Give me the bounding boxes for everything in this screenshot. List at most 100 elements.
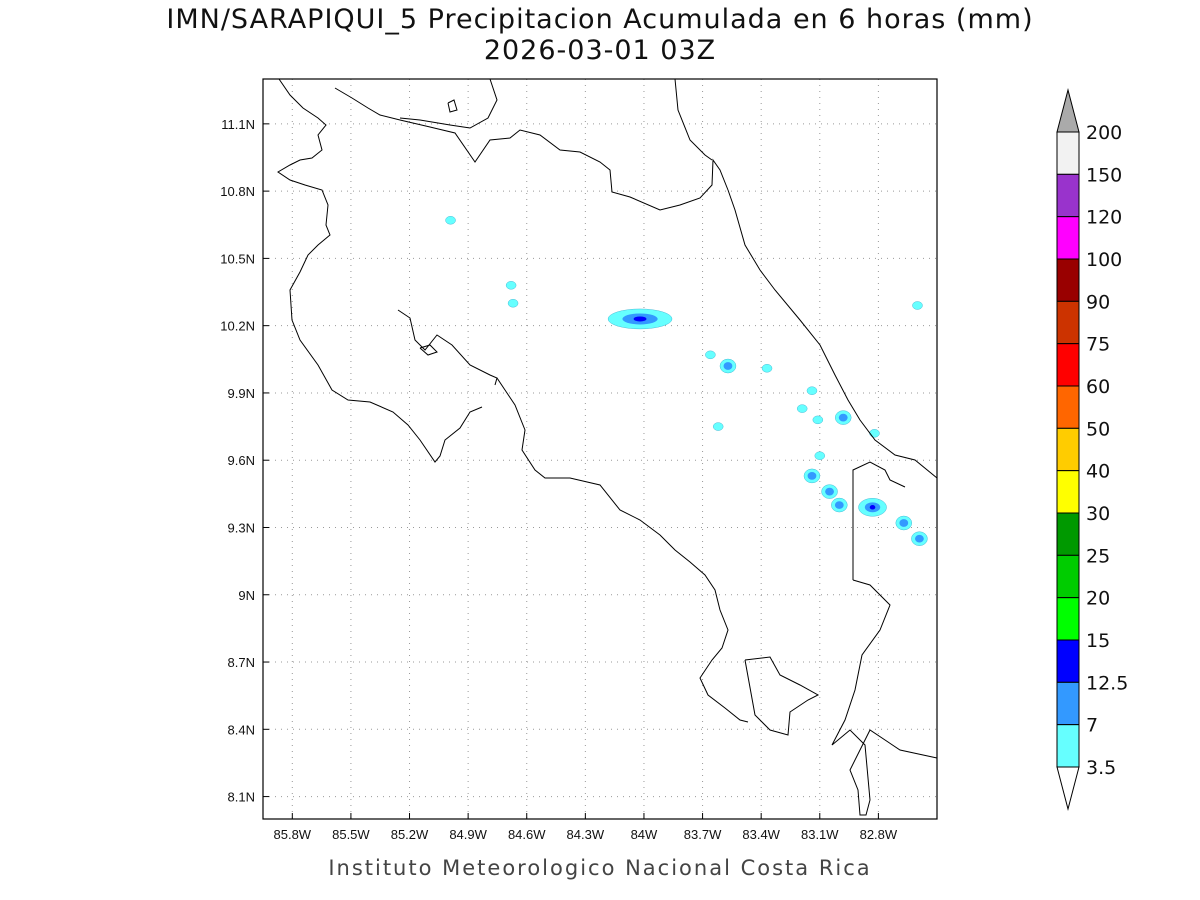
precip-cell bbox=[911, 531, 928, 546]
lat-tick-label: 8.7N bbox=[228, 655, 255, 670]
osa-peninsula bbox=[744, 656, 820, 736]
colorbar-swatch bbox=[1056, 470, 1080, 514]
precip-cell bbox=[607, 308, 673, 330]
contour-7 bbox=[825, 487, 834, 496]
colorbar-label: 120 bbox=[1086, 207, 1122, 229]
contour-7 bbox=[899, 519, 909, 527]
colorbar-label: 100 bbox=[1086, 249, 1122, 271]
contour-7 bbox=[723, 362, 733, 370]
precip-cell bbox=[912, 301, 923, 310]
colorbar-swatch bbox=[1056, 131, 1080, 175]
gulf-of-nicoya-coast bbox=[397, 309, 498, 386]
colorbar-label: 50 bbox=[1086, 418, 1110, 440]
precip-cell bbox=[869, 429, 880, 438]
precip-cell bbox=[803, 468, 821, 484]
precip-cell bbox=[835, 410, 852, 425]
precip-cell bbox=[895, 515, 912, 531]
colorbar-swatch bbox=[1056, 427, 1080, 472]
colorbar-swatch bbox=[1056, 385, 1080, 429]
contour-3.5 bbox=[806, 386, 818, 395]
colorbar-label: 150 bbox=[1086, 164, 1122, 186]
colorbar-swatch bbox=[1056, 300, 1080, 345]
colorbar-swatch bbox=[1056, 724, 1080, 768]
colorbar-swatch bbox=[1056, 343, 1080, 387]
contour-3.5 bbox=[812, 415, 824, 425]
colorbar-swatch bbox=[1056, 216, 1080, 260]
lat-tick-label: 9.6N bbox=[228, 453, 255, 468]
contour-12.5 bbox=[633, 316, 647, 322]
nicaragua-caribbean-coast bbox=[674, 78, 713, 161]
nicaragua-border bbox=[334, 87, 729, 211]
panama-border bbox=[852, 461, 906, 580]
pacific-south-coast bbox=[496, 377, 749, 723]
footer-credit: Instituto Meteorologico Nacional Costa R… bbox=[328, 856, 872, 880]
colorbar-label: 40 bbox=[1086, 461, 1110, 483]
colorbar-swatch bbox=[1056, 512, 1080, 556]
contour-7 bbox=[834, 501, 844, 509]
precip-cell bbox=[719, 358, 737, 374]
precip-cell bbox=[507, 299, 519, 308]
colorbar-label: 25 bbox=[1086, 545, 1110, 567]
lat-tick-label: 10.5N bbox=[220, 251, 255, 266]
precip-cell bbox=[712, 422, 724, 431]
lon-tick-label: 83.4W bbox=[742, 827, 780, 842]
precip-cell bbox=[705, 350, 716, 360]
latitude-axis: 11.1N 10.8N 10.5N 10.2N 9.9N 9.6N 9.3N 9N 8.7N 8.… bbox=[220, 117, 269, 805]
lat-tick-label: 9.3N bbox=[228, 520, 255, 535]
lat-tick-label: 8.1N bbox=[228, 790, 255, 805]
contour-3.5 bbox=[705, 350, 716, 360]
precip-cell bbox=[806, 386, 818, 395]
colorbar-label: 75 bbox=[1086, 334, 1110, 356]
lon-tick-label: 83.1W bbox=[801, 827, 839, 842]
lat-tick-label: 8.4N bbox=[228, 722, 255, 737]
graticule bbox=[263, 79, 937, 819]
lat-tick-label: 9.9N bbox=[228, 386, 255, 401]
precip-cell bbox=[812, 415, 824, 425]
lon-tick-label: 84.9W bbox=[449, 827, 487, 842]
lat-tick-label: 11.1N bbox=[221, 117, 255, 132]
colorbar-swatch bbox=[1056, 173, 1080, 218]
map-subtitle: 2026-03-01 03Z bbox=[483, 35, 717, 66]
lat-tick-label: 10.8N bbox=[220, 184, 255, 199]
lon-tick-label: 83.7W bbox=[684, 827, 722, 842]
colorbar-label: 30 bbox=[1086, 503, 1110, 525]
contour-3.5 bbox=[507, 299, 519, 308]
precipitation-contours bbox=[445, 216, 928, 546]
precip-cell bbox=[814, 451, 825, 460]
colorbar-label: 3.5 bbox=[1086, 757, 1116, 779]
map-title: IMN/SARAPIQUI_5 Precipitacion Acumulada … bbox=[166, 4, 1034, 35]
colorbar-under-triangle bbox=[1056, 766, 1080, 811]
colorbar: 200 150 120 100 90 75 60 50 40 30 25 20 15 12.5 7 3.5 bbox=[1056, 88, 1128, 811]
lake-island bbox=[447, 99, 458, 113]
coastlines-borders bbox=[277, 78, 938, 816]
colorbar-label: 15 bbox=[1086, 630, 1110, 652]
lat-tick-label: 10.2N bbox=[220, 319, 255, 334]
nicoya-island bbox=[419, 344, 438, 356]
colorbar-swatch bbox=[1056, 681, 1080, 726]
contour-3.5 bbox=[712, 422, 724, 431]
precip-cell bbox=[831, 497, 848, 513]
colorbar-swatch bbox=[1056, 597, 1080, 641]
lon-tick-label: 82.8W bbox=[860, 827, 898, 842]
contour-3.5 bbox=[505, 281, 517, 290]
precip-cell bbox=[821, 484, 838, 499]
lon-tick-label: 85.2W bbox=[391, 827, 429, 842]
lake-nicaragua-shore bbox=[399, 78, 498, 129]
colorbar-swatch bbox=[1056, 554, 1080, 599]
contour-3.5 bbox=[445, 216, 456, 225]
precip-cell bbox=[797, 404, 808, 413]
colorbar-label: 12.5 bbox=[1086, 672, 1128, 694]
contour-3.5 bbox=[797, 404, 808, 413]
contour-7 bbox=[838, 413, 848, 422]
pacific-north-coast bbox=[277, 78, 483, 463]
colorbar-label: 200 bbox=[1086, 122, 1122, 144]
precip-cell bbox=[761, 364, 773, 373]
colorbar-label: 90 bbox=[1086, 291, 1110, 313]
colorbar-swatch bbox=[1056, 639, 1080, 683]
contour-7 bbox=[915, 534, 924, 543]
contour-12.5 bbox=[869, 505, 876, 510]
caribbean-coast bbox=[727, 189, 938, 479]
lon-tick-label: 85.8W bbox=[274, 827, 312, 842]
contour-7 bbox=[807, 472, 817, 480]
